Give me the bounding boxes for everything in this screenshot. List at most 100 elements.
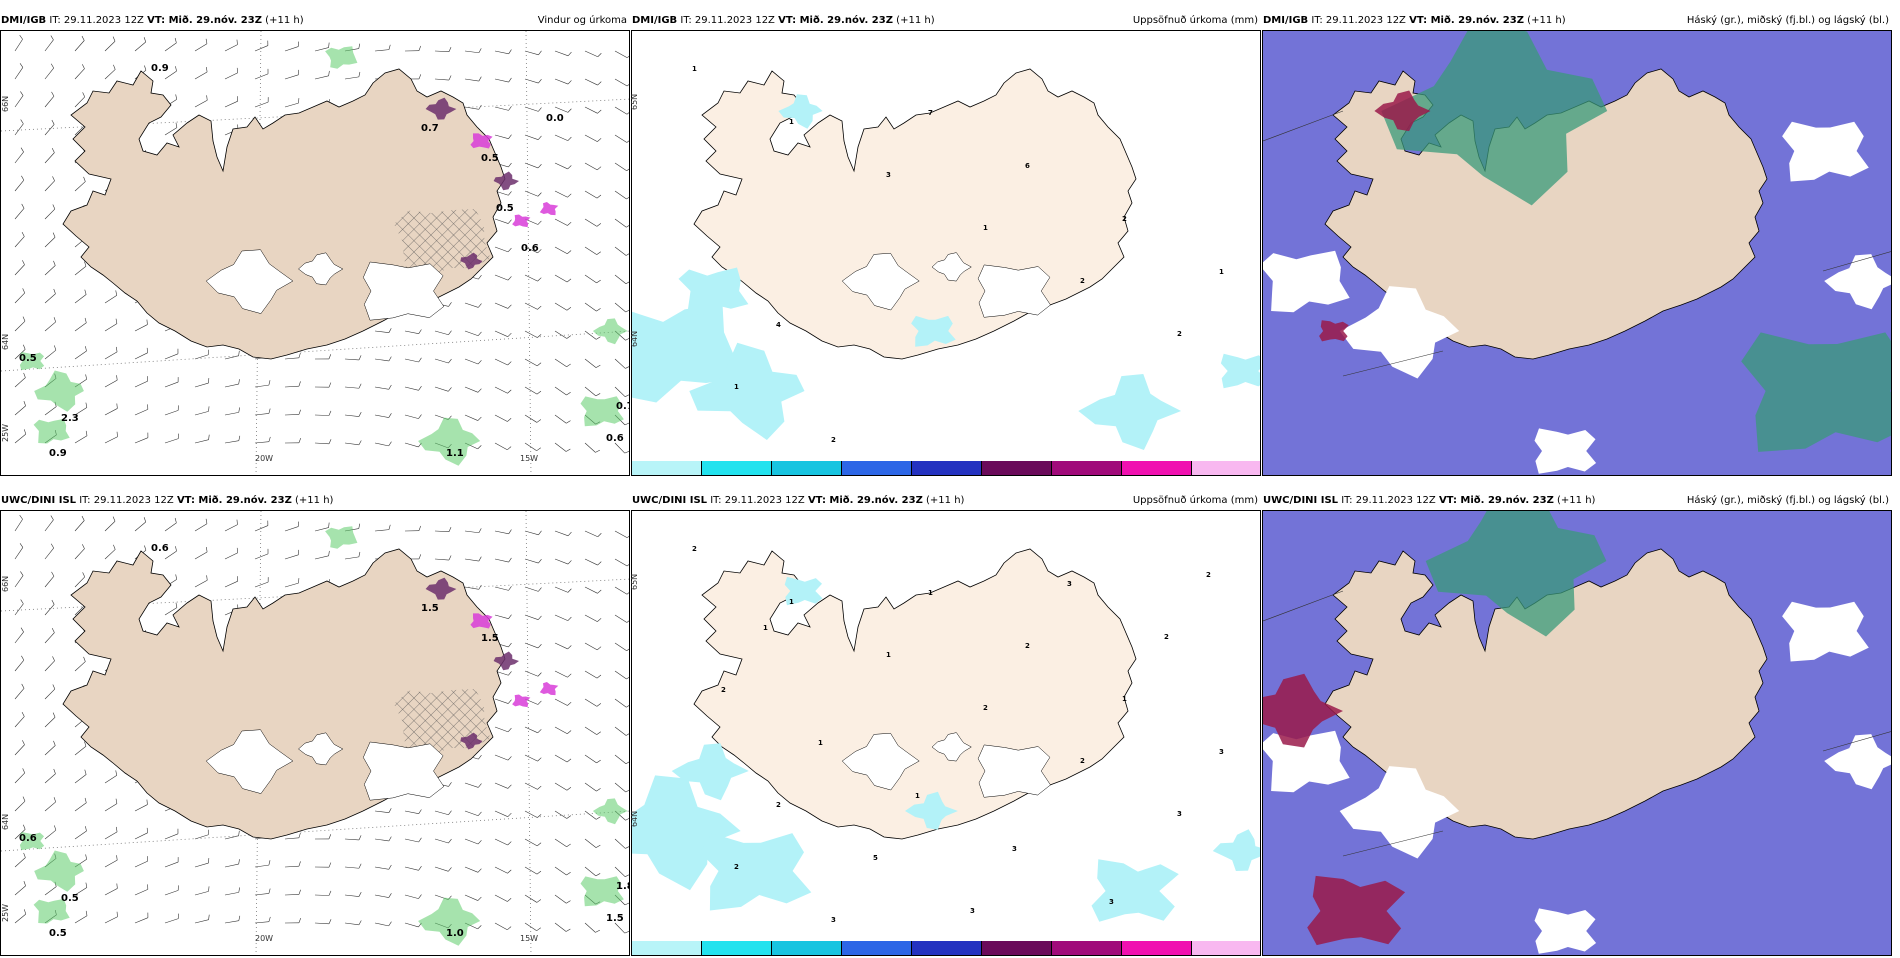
map-area[interactable]	[1262, 30, 1892, 476]
precip-value: 1.5	[606, 913, 624, 924]
wind-barb-flag	[508, 870, 512, 873]
panel-wind-uwc: UWC/DINI ISL IT: 29.11.2023 12Z VT: Mið.…	[0, 492, 630, 958]
wind-barb-flag	[22, 232, 24, 236]
panel-title: Háský (gr.), miðský (fj.bl.) og lágský (…	[1687, 12, 1889, 30]
wind-barb-flag	[538, 644, 541, 648]
wind-barb	[15, 547, 23, 559]
wind-barb-flag	[596, 337, 600, 340]
wind-barb	[615, 275, 626, 284]
wind-barb-flag	[20, 515, 23, 519]
wind-barb	[615, 671, 626, 679]
wind-barb-flag	[595, 930, 599, 932]
wind-barb-flag	[537, 448, 541, 451]
wind-barb	[15, 152, 24, 163]
wind-barb-flag	[359, 892, 361, 896]
wind-barb-flag	[538, 164, 541, 168]
wind-barb-flag	[627, 83, 630, 86]
wind-barb-flag	[567, 787, 571, 790]
wind-barb-flag	[478, 360, 481, 364]
wind-barb	[285, 866, 299, 867]
precip-value: 1	[983, 224, 988, 232]
wind-barb	[555, 107, 568, 112]
wind-barb	[345, 443, 359, 445]
map-area[interactable]	[1262, 510, 1892, 956]
wind-barb	[615, 839, 625, 848]
wind-barb-flag	[144, 545, 146, 550]
precip-value: 2	[776, 801, 781, 809]
wind-barb-flag	[537, 871, 541, 874]
wind-barb-flag	[389, 328, 391, 332]
wind-barb	[495, 615, 509, 619]
wind-barb-flag	[52, 656, 54, 661]
map-area[interactable]: 0.90.52.30.91.10.70.60.70.50.50.60.0	[0, 30, 630, 476]
wind-barb	[345, 359, 359, 360]
wind-barb-flag	[53, 741, 55, 746]
wind-barb-flag	[478, 417, 482, 421]
precip-area	[700, 833, 812, 910]
wind-barb	[15, 293, 25, 303]
wind-barb-flag	[209, 406, 210, 411]
wind-barb-flag	[448, 387, 451, 391]
wind-barb-flag	[538, 559, 541, 563]
wind-barb	[555, 219, 567, 225]
wind-barb	[255, 865, 269, 867]
precip-value: 2	[831, 436, 836, 444]
wind-barb	[75, 662, 85, 671]
lon-label: 20W	[255, 934, 273, 943]
wind-barb	[285, 527, 298, 531]
wind-barb-flag	[596, 393, 600, 395]
wind-barb	[345, 923, 359, 925]
wind-barb-flag	[239, 379, 240, 384]
wind-barb-flag	[239, 859, 240, 864]
precip-value: 7	[928, 109, 933, 117]
wind-barb	[525, 895, 537, 902]
wind-barb-flag	[144, 65, 146, 70]
wind-barb	[225, 101, 238, 107]
wind-barb	[15, 237, 24, 247]
wind-barb-flag	[83, 92, 85, 97]
precip-value: 0.5	[49, 928, 67, 939]
map-area[interactable]: 0.60.60.50.51.01.81.51.51.5	[0, 510, 630, 956]
wind-barb-flag	[22, 740, 24, 745]
panel-header: DMI/IGB IT: 29.11.2023 12Z VT: Mið. 29.n…	[1262, 12, 1892, 30]
precip-value: 3	[1219, 748, 1224, 756]
wind-barb	[255, 442, 269, 443]
wind-barb	[15, 96, 23, 107]
wind-barb	[225, 384, 239, 387]
wind-barb	[135, 522, 146, 531]
precip-value: 0.6	[521, 243, 539, 254]
panel-header: UWC/DINI ISL IT: 29.11.2023 12Z VT: Mið.…	[631, 492, 1261, 510]
wind-barb	[195, 524, 207, 531]
wind-barb-flag	[24, 881, 26, 886]
wind-barb-flag	[537, 843, 541, 846]
wind-barb-flag	[21, 176, 23, 180]
precip-area	[679, 268, 749, 315]
panel-title: Uppsöfnuð úrkoma (mm)	[1133, 12, 1258, 30]
wind-barb-flag	[53, 204, 55, 209]
wind-barb	[525, 755, 538, 761]
wind-barb	[255, 102, 268, 107]
precip-value: 1.5	[481, 633, 499, 644]
wind-barb	[585, 275, 597, 283]
wind-barb-flag	[22, 684, 24, 688]
wind-barb	[135, 805, 147, 811]
wind-barb-flag	[53, 684, 55, 689]
wind-barb	[615, 643, 627, 651]
wind-barb	[495, 755, 508, 760]
wind-barb-flag	[23, 317, 25, 322]
wind-barb-flag	[568, 589, 571, 593]
wind-barb-flag	[449, 47, 451, 52]
wind-barb	[75, 521, 84, 531]
wind-barb-flag	[82, 64, 84, 68]
wind-barb	[405, 359, 419, 362]
precip-patch	[325, 46, 357, 69]
wind-barb	[15, 180, 24, 191]
wind-barb-flag	[507, 447, 511, 450]
wind-barb-flag	[597, 138, 601, 141]
wind-barb-flag	[23, 825, 25, 830]
wind-barb	[585, 107, 597, 113]
colorbar-swatch	[1122, 461, 1192, 476]
